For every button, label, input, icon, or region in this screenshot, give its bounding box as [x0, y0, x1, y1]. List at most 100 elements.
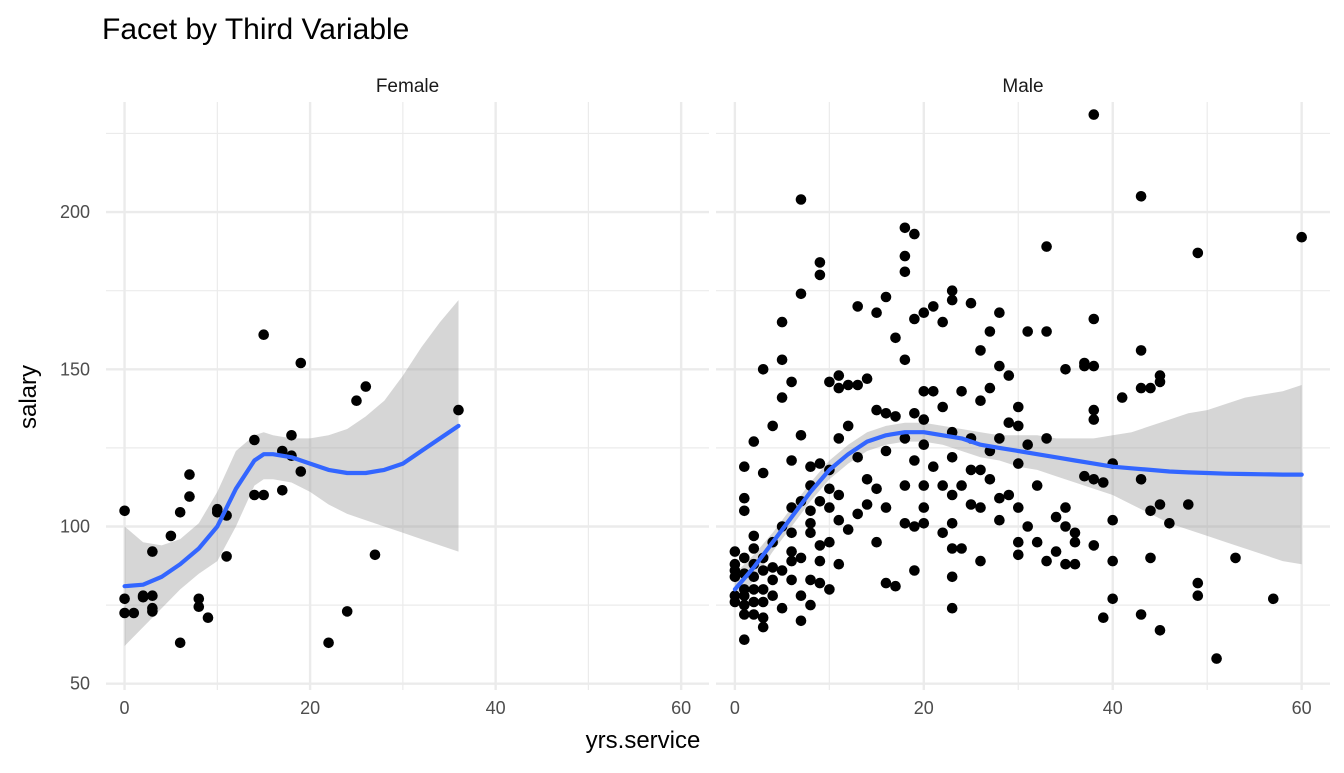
x-tick-label: 40: [1103, 698, 1123, 718]
data-point: [795, 552, 807, 564]
facet-panel-male: Male 0 20 40 60: [716, 76, 1330, 718]
data-point: [918, 480, 930, 491]
data-point: [890, 411, 901, 422]
data-point: [975, 502, 986, 513]
data-point: [369, 549, 381, 561]
data-point: [174, 637, 186, 649]
data-point: [890, 580, 901, 592]
data-point: [786, 455, 797, 466]
data-point: [1060, 558, 1071, 570]
data-point: [341, 606, 353, 617]
data-point: [739, 492, 750, 504]
data-point: [249, 489, 260, 501]
data-point: [833, 558, 845, 570]
data-point: [193, 593, 205, 605]
x-tick-label: 60: [671, 698, 691, 718]
x-tick-label: 0: [120, 698, 130, 718]
data-point: [776, 392, 788, 403]
data-point: [748, 584, 760, 595]
x-tick-label: 20: [300, 698, 320, 718]
confidence-band-female: [124, 300, 459, 646]
data-point: [360, 381, 372, 392]
data-point: [757, 596, 769, 608]
data-point: [795, 590, 807, 601]
data-point: [965, 499, 977, 510]
data-point: [833, 489, 845, 501]
data-point: [937, 480, 948, 491]
data-point: [842, 379, 854, 391]
data-point: [1088, 404, 1100, 416]
y-tick-label: 50: [70, 674, 90, 694]
data-point: [1088, 474, 1100, 485]
data-point: [918, 307, 930, 319]
data-point: [946, 602, 958, 614]
data-point: [880, 577, 892, 589]
data-point: [748, 530, 760, 542]
data-point: [1135, 345, 1147, 356]
data-point: [871, 483, 882, 495]
data-point: [975, 464, 986, 476]
points-female: [119, 329, 464, 649]
data-point: [1013, 536, 1024, 548]
data-point: [824, 502, 835, 513]
y-axis-title: salary: [15, 365, 42, 429]
data-point: [842, 524, 854, 535]
data-point: [1041, 433, 1052, 444]
data-point: [1088, 414, 1100, 425]
data-point: [1013, 401, 1024, 413]
data-point: [1135, 474, 1147, 485]
facet-panels: Female 0 20 40 60 Male 0 20 40 60: [106, 76, 1330, 718]
data-point: [739, 599, 750, 611]
data-point: [946, 489, 958, 501]
data-point: [757, 612, 769, 623]
data-point: [786, 527, 797, 539]
data-point: [174, 507, 186, 518]
data-point: [814, 555, 826, 567]
data-point: [1041, 241, 1052, 252]
data-point: [137, 591, 149, 603]
data-point: [805, 505, 816, 517]
data-point: [965, 464, 977, 476]
data-point: [1060, 502, 1071, 513]
data-point: [956, 543, 967, 554]
data-point: [1031, 480, 1043, 491]
data-point: [918, 518, 930, 529]
data-point: [880, 445, 892, 457]
data-point: [1088, 360, 1100, 372]
data-point: [899, 250, 911, 262]
data-point: [946, 543, 958, 554]
data-point: [814, 496, 826, 507]
data-point: [946, 294, 958, 306]
data-point: [786, 376, 797, 388]
data-point: [1060, 521, 1071, 532]
data-point: [1060, 364, 1071, 375]
data-point: [899, 222, 911, 234]
data-point: [193, 601, 205, 612]
data-point: [928, 461, 939, 473]
data-point: [776, 565, 788, 576]
data-point: [739, 461, 750, 473]
data-point: [1268, 593, 1279, 605]
data-point: [767, 590, 778, 601]
data-point: [956, 480, 967, 491]
data-point: [147, 606, 158, 617]
y-tick-label: 200: [60, 202, 90, 222]
data-point: [739, 505, 750, 517]
data-point: [909, 565, 920, 576]
data-point: [928, 301, 939, 312]
data-point: [833, 382, 845, 394]
data-point: [824, 483, 835, 495]
x-tick-label: 20: [914, 698, 934, 718]
data-point: [748, 596, 760, 608]
data-point: [1135, 191, 1147, 202]
data-point: [946, 285, 958, 297]
data-point: [833, 433, 845, 444]
data-point: [1041, 326, 1052, 337]
data-point: [814, 458, 826, 469]
data-point: [757, 467, 769, 479]
data-point: [994, 492, 1005, 504]
data-point: [786, 574, 797, 586]
data-point: [994, 433, 1005, 444]
data-point: [994, 360, 1005, 372]
